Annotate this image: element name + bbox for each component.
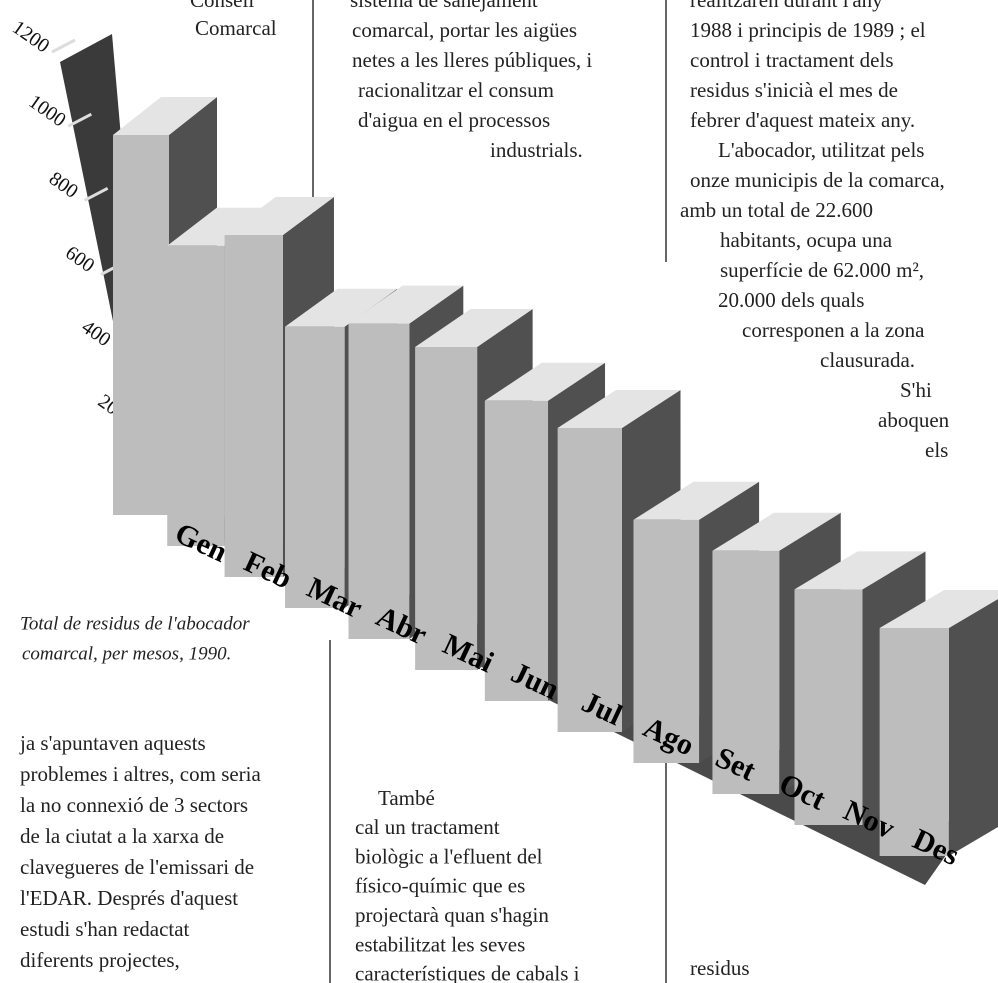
bar-front: [415, 347, 478, 670]
bar-top: [415, 309, 533, 347]
y-tick-label: 800: [45, 168, 82, 203]
body-text-line: clavegueres de l'emissari de: [20, 855, 254, 879]
bar-front: [879, 628, 949, 856]
body-text-line: S'hi: [900, 378, 932, 402]
body-text-line: L'abocador, utilitzat pels: [718, 138, 924, 162]
body-text-line: projectarà quan s'hagin: [355, 903, 549, 927]
body-text-line: 1988 i principis de 1989 ; el: [690, 18, 926, 42]
body-text-line: racionalitzar el consum: [358, 78, 554, 102]
bar-side: [948, 599, 998, 856]
caption: Total de residus de l'abocador: [20, 613, 250, 634]
body-text-line: sistema de sanejament: [350, 0, 538, 12]
body-text-line: l'EDAR. Després d'aquest: [20, 886, 238, 910]
tick-mark: [83, 187, 109, 202]
text-layer: Total de residus de l'abocador comarcal, …: [19, 0, 950, 983]
bar-front: [484, 400, 549, 701]
body-text-line: cal un tractament: [355, 815, 500, 839]
bar-front: [712, 550, 780, 794]
body-text-line: onze municipis de la comarca,: [690, 168, 945, 192]
y-tick-label: 600: [61, 242, 98, 277]
body-text-line: els: [925, 438, 948, 462]
body-text-line: 20.000 dels quals: [718, 288, 864, 312]
tick-mark: [67, 112, 93, 128]
body-text-line: Comarcal: [195, 16, 277, 40]
chart: 020040060080010001200GenFebMarAbrMaiJunJ…: [8, 16, 998, 872]
body-text-line: Consell: [190, 0, 254, 12]
body-text-line: comarcal, portar les aigües: [352, 18, 577, 42]
bar-front: [285, 326, 345, 608]
bar-front: [794, 589, 863, 825]
body-text-line: biològic a l'efluent del: [355, 844, 543, 868]
bar-front: [557, 428, 623, 732]
body-text-line: realitzaren durant l'any: [690, 0, 883, 12]
body-text-line: residus s'inicià el mes de: [690, 78, 898, 102]
bar-front: [348, 323, 410, 639]
tick-mark: [51, 38, 76, 54]
bar-top: [167, 207, 274, 246]
body-text-line: residus: [690, 956, 750, 980]
body-text-line: problemes i altres, com seria: [20, 762, 262, 786]
bar-front: [167, 245, 225, 547]
body-text-line: estabilitzat les seves: [355, 932, 525, 956]
body-text-line: la no connexió de 3 sectors: [20, 793, 248, 817]
body-text-line: ja s'apuntaven aquests: [19, 731, 206, 755]
body-text-line: aboquen: [878, 408, 950, 432]
body-text-line: característiques de cabals i: [355, 962, 580, 983]
bar-top: [285, 288, 398, 327]
body-text-line: diferents projectes,: [20, 948, 180, 972]
bar: [879, 590, 998, 856]
body-text-line: de la ciutat a la xarxa de: [20, 824, 224, 848]
body-text-line: d'aigua en el processos: [358, 108, 550, 132]
bar-top: [348, 285, 464, 324]
body-text-line: habitants, ocupa una: [720, 228, 893, 252]
body-text-line: clausurada.: [820, 348, 915, 372]
bar-top: [557, 390, 681, 428]
y-tick-label: 1000: [24, 91, 69, 132]
bar-top: [879, 590, 998, 628]
y-tick-label: 1200: [8, 16, 53, 57]
bar-front: [224, 235, 283, 577]
bar-top: [224, 197, 334, 235]
body-text-line: estudi s'han redactat: [20, 917, 190, 941]
body-text-line: físico-químic que es: [355, 874, 525, 898]
body-text-line: control i tractament dels: [690, 48, 894, 72]
body-text-line: netes a les lleres públiques, i: [352, 48, 592, 72]
body-text-line: superfície de 62.000 m²,: [720, 258, 924, 282]
bar-top: [113, 97, 217, 135]
y-tick-label: 400: [78, 316, 115, 351]
caption: comarcal, per mesos, 1990.: [22, 643, 231, 664]
body-text-line: febrer d'aquest mateix any.: [690, 108, 915, 132]
body-text-line: amb un total de 22.600: [680, 198, 873, 222]
body-text-line: corresponen a la zona: [742, 318, 925, 342]
body-text-line: industrials.: [490, 138, 583, 162]
bar-front: [633, 519, 700, 763]
bar-top: [794, 551, 926, 590]
body-text-line: També: [378, 786, 435, 810]
bar-front: [113, 135, 169, 515]
bar-top: [712, 512, 841, 551]
bar-top: [484, 362, 606, 401]
bar-top: [633, 481, 760, 520]
